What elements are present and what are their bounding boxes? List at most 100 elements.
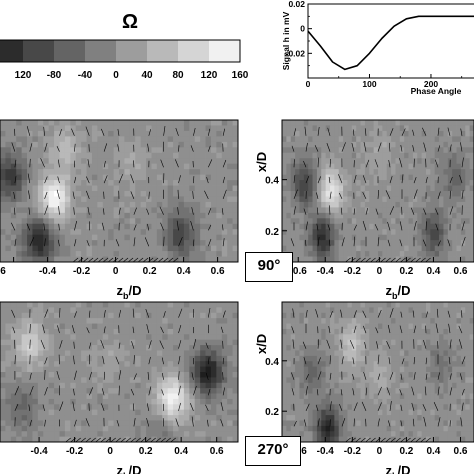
vorticity-cell <box>189 152 196 159</box>
vorticity-cell <box>347 130 353 137</box>
vorticity-cell <box>295 125 300 132</box>
vorticity-cell <box>48 212 55 219</box>
vorticity-cell <box>356 361 361 368</box>
vorticity-cell <box>216 152 223 159</box>
vorticity-cell <box>32 350 39 357</box>
vorticity-cell <box>16 323 23 330</box>
vorticity-cell <box>430 174 436 181</box>
velocity-arrow <box>190 145 194 152</box>
vorticity-cell <box>54 377 60 384</box>
colorbar-segment <box>209 40 241 62</box>
vorticity-cell <box>334 180 340 186</box>
vorticity-cell <box>282 240 287 247</box>
vorticity-cell <box>378 366 383 373</box>
vorticity-cell <box>347 185 353 192</box>
vorticity-cell <box>382 355 388 362</box>
vorticity-cell <box>54 323 60 330</box>
vorticity-cell <box>108 152 114 159</box>
vorticity-cell <box>210 251 217 257</box>
vorticity-cell <box>86 398 93 405</box>
vorticity-cell <box>232 361 238 368</box>
velocity-arrow <box>74 419 77 427</box>
vorticity-cell <box>59 393 66 400</box>
vorticity-cell <box>70 256 77 262</box>
vorticity-cell <box>232 141 238 148</box>
vorticity-cell <box>91 207 98 214</box>
vorticity-cell <box>391 339 396 346</box>
vorticity-cell <box>210 366 217 373</box>
vorticity-cell <box>227 345 233 351</box>
vorticity-cell <box>140 334 147 341</box>
vorticity-cell <box>97 245 104 252</box>
vorticity-cell <box>373 196 379 203</box>
vorticity-cell <box>32 245 39 252</box>
vorticity-cell <box>70 334 77 341</box>
vorticity-cell <box>404 323 409 330</box>
vorticity-cell <box>64 377 71 384</box>
vorticity-cell <box>167 212 174 219</box>
vorticity-cell <box>210 256 217 262</box>
vorticity-cell <box>32 240 39 247</box>
vorticity-cell <box>343 366 348 373</box>
vorticity-cell <box>286 307 292 314</box>
vorticity-cell <box>369 218 375 225</box>
vorticity-cell <box>447 312 453 319</box>
vorticity-cell <box>129 431 136 438</box>
vorticity-cell <box>382 409 388 416</box>
vorticity-cell <box>373 302 379 308</box>
vorticity-cell <box>295 398 300 405</box>
vorticity-cell <box>312 382 318 389</box>
vorticity-cell <box>162 201 169 208</box>
vorticity-cell <box>434 372 440 378</box>
vorticity-cell <box>102 355 109 362</box>
vorticity-cell <box>417 240 423 247</box>
vorticity-cell <box>347 223 353 230</box>
vorticity-cell <box>37 420 44 427</box>
vorticity-cell <box>221 404 228 411</box>
panel-bottom-right: -0.6-0.4-0.200.20.40.6zb/Dx/D0.40.2 <box>254 301 474 474</box>
vorticity-cell <box>156 180 163 186</box>
vorticity-cell <box>102 404 109 411</box>
vorticity-cell <box>439 125 444 132</box>
vorticity-cell <box>216 174 223 181</box>
vorticity-cell <box>356 169 361 176</box>
vorticity-cell <box>210 398 217 405</box>
vorticity-cell <box>299 436 305 442</box>
vorticity-cell <box>108 240 114 247</box>
vorticity-cell <box>443 141 449 148</box>
vorticity-cell <box>378 207 383 214</box>
vorticity-cell <box>59 141 66 148</box>
vorticity-cell <box>373 388 379 394</box>
vorticity-cell <box>391 404 396 411</box>
vorticity-cell <box>27 240 33 247</box>
velocity-arrow <box>178 385 181 396</box>
vorticity-cell <box>369 366 375 373</box>
vorticity-cell <box>21 345 28 351</box>
vorticity-cell <box>312 191 318 197</box>
vorticity-cell <box>452 251 457 257</box>
vorticity-cell <box>430 366 436 373</box>
vorticity-cell <box>373 234 379 241</box>
vorticity-cell <box>91 180 98 186</box>
vorticity-cell <box>369 409 375 416</box>
wall-hatch <box>150 437 156 442</box>
vorticity-cell <box>338 382 344 389</box>
vorticity-cell <box>399 185 405 192</box>
velocity-arrow <box>175 127 179 136</box>
vorticity-cell <box>308 196 313 203</box>
vorticity-cell <box>412 393 418 400</box>
vorticity-cell <box>124 312 131 319</box>
vorticity-cell <box>303 229 309 236</box>
vorticity-cell <box>227 229 233 236</box>
vorticity-cell <box>16 350 23 357</box>
vorticity-cell <box>227 256 233 262</box>
vorticity-cell <box>364 218 370 225</box>
vorticity-cell <box>343 409 348 416</box>
velocity-arrow <box>11 142 16 152</box>
vorticity-cell <box>194 136 201 143</box>
vorticity-cell <box>97 361 104 368</box>
vorticity-cell <box>386 120 392 126</box>
vorticity-cell <box>351 415 357 421</box>
vorticity-cell <box>373 307 379 314</box>
vorticity-cell <box>10 345 17 351</box>
